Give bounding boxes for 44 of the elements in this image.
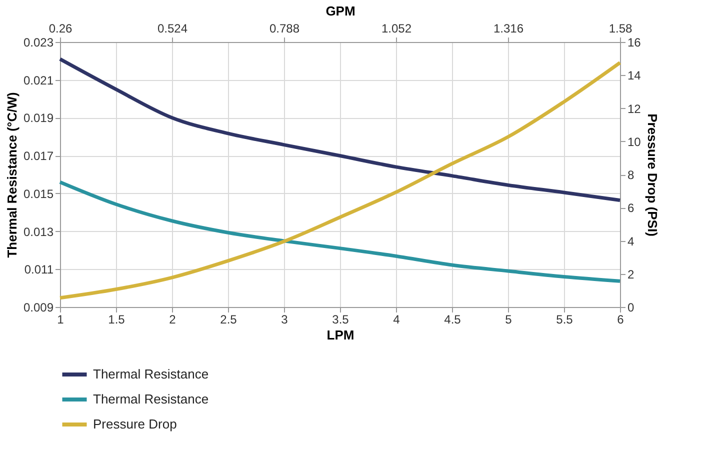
y-tick-label: 0.015 [23, 186, 54, 201]
x-tick-label: 1 [57, 312, 64, 326]
y2-axis-title: Pressure Drop (PSI) [644, 114, 660, 236]
y2-tick-label: 12 [628, 102, 642, 116]
y2-tick-label: 16 [628, 36, 642, 50]
y2-tick-label: 8 [628, 168, 634, 182]
legend-label: Thermal Resistance [93, 366, 209, 382]
x-tick-label: 5.5 [556, 312, 574, 326]
x-tick-label: 4 [393, 312, 400, 326]
y-tick-label: 0.021 [23, 73, 54, 88]
y-axis-title: Thermal Resistance (°C/W) [4, 92, 20, 258]
x-axis-title: LPM [326, 328, 354, 342]
x2-tick-label: 1.316 [493, 22, 524, 36]
x2-axis-title: GPM [326, 4, 356, 18]
x-tick-label: 1.5 [108, 312, 126, 326]
x2-tick-label: 1.58 [608, 22, 632, 36]
y-tick-label: 0.009 [23, 300, 54, 314]
line-series [58, 180, 622, 283]
x-tick-label: 2 [169, 312, 176, 326]
x-tick-label: 3 [281, 312, 288, 326]
x-tick-label: 2.5 [220, 312, 238, 326]
y2-tick-label: 6 [628, 201, 634, 216]
x2-tick-label: 0.26 [48, 22, 72, 36]
y2-tick-label: 4 [628, 234, 634, 248]
legend-label: Thermal Resistance [93, 392, 209, 406]
x2-tick-label: 0.788 [269, 22, 300, 36]
y-tick-label: 0.017 [23, 149, 54, 164]
line-series [58, 57, 622, 202]
x-tick-label: 3.5 [332, 312, 350, 326]
x-tick-label: 4.5 [444, 312, 462, 326]
y2-tick-label: 10 [628, 134, 642, 149]
y-tick-label: 0.011 [24, 262, 54, 277]
y-tick-label: 0.023 [23, 36, 54, 50]
y2-tick-label: 0 [628, 300, 634, 314]
y2-tick-label: 2 [628, 267, 634, 282]
y-tick-label: 0.019 [23, 111, 54, 126]
x-tick-label: 5 [505, 312, 512, 326]
x2-tick-label: 0.524 [157, 22, 188, 36]
line-series [58, 60, 622, 300]
legend-label: Pressure Drop [93, 416, 177, 432]
y2-tick-label: 14 [628, 68, 642, 83]
x2-tick-label: 1.052 [381, 22, 412, 36]
y-tick-label: 0.013 [23, 224, 54, 239]
x-tick-label: 6 [617, 312, 624, 326]
